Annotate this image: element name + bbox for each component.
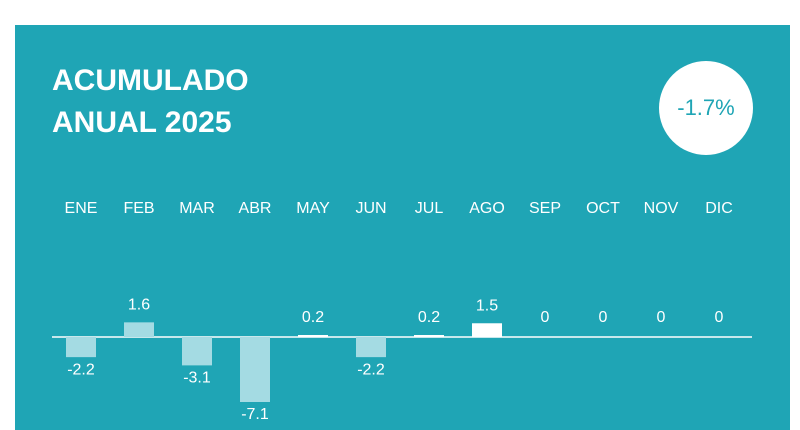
badge-label: -1.7% xyxy=(677,95,734,120)
chart-title: ACUMULADO xyxy=(52,64,249,97)
value-label: 1.5 xyxy=(476,297,498,314)
value-label: -3.1 xyxy=(183,370,211,387)
value-label: -7.1 xyxy=(241,406,269,423)
bar xyxy=(182,337,212,366)
value-label: -2.2 xyxy=(67,361,95,378)
chart-title: ANUAL 2025 xyxy=(52,106,232,139)
x-tick-label: OCT xyxy=(586,200,620,217)
value-label: -2.2 xyxy=(357,361,385,378)
bar xyxy=(124,322,154,337)
value-label: 0 xyxy=(657,309,666,326)
bar xyxy=(298,335,328,337)
bar xyxy=(472,323,502,337)
x-tick-label: DIC xyxy=(705,200,733,217)
x-tick-label: MAR xyxy=(179,200,215,217)
x-tick-label: SEP xyxy=(529,200,561,217)
x-tick-label: JUN xyxy=(355,200,386,217)
x-tick-label: AGO xyxy=(469,200,505,217)
value-label: 0 xyxy=(541,309,550,326)
x-tick-label: MAY xyxy=(296,200,330,217)
value-label: 0.2 xyxy=(418,309,440,326)
value-label: 0 xyxy=(715,309,724,326)
x-tick-label: NOV xyxy=(644,200,679,217)
bar xyxy=(414,335,444,337)
value-label: 0.2 xyxy=(302,309,324,326)
value-label: 0 xyxy=(599,309,608,326)
value-label: 1.6 xyxy=(128,297,150,314)
bar xyxy=(66,337,96,358)
badge xyxy=(659,61,753,155)
bar xyxy=(240,337,270,402)
x-tick-label: FEB xyxy=(123,200,154,217)
panel xyxy=(15,25,790,430)
bar xyxy=(356,337,386,358)
x-tick-label: ENE xyxy=(65,200,98,217)
x-tick-label: JUL xyxy=(415,200,444,217)
x-tick-label: ABR xyxy=(239,200,272,217)
